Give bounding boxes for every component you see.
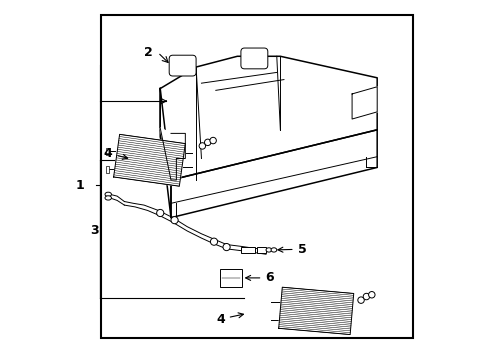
Circle shape <box>363 293 369 300</box>
Circle shape <box>209 137 216 144</box>
Polygon shape <box>160 89 171 218</box>
Text: 5: 5 <box>277 243 305 256</box>
Text: 4: 4 <box>103 147 127 159</box>
Text: 6: 6 <box>245 271 273 284</box>
Bar <box>101 15 412 338</box>
Circle shape <box>368 292 374 298</box>
Circle shape <box>210 238 217 245</box>
Circle shape <box>171 217 178 224</box>
Bar <box>105 148 109 155</box>
Ellipse shape <box>270 248 276 252</box>
Polygon shape <box>160 128 185 180</box>
Text: 1: 1 <box>76 179 84 192</box>
Circle shape <box>357 297 364 303</box>
FancyBboxPatch shape <box>169 55 196 76</box>
Polygon shape <box>171 130 376 218</box>
FancyBboxPatch shape <box>241 48 267 69</box>
Polygon shape <box>351 87 376 119</box>
Ellipse shape <box>105 192 111 197</box>
Polygon shape <box>278 287 353 334</box>
Bar <box>257 247 265 253</box>
Bar <box>241 247 255 253</box>
Ellipse shape <box>105 196 111 200</box>
Circle shape <box>223 243 230 251</box>
Circle shape <box>204 139 210 145</box>
Circle shape <box>199 143 205 149</box>
Text: 2: 2 <box>144 46 153 59</box>
Text: 3: 3 <box>90 224 99 237</box>
FancyBboxPatch shape <box>220 269 242 287</box>
Ellipse shape <box>265 248 271 252</box>
Circle shape <box>156 210 163 217</box>
Bar <box>105 166 109 173</box>
Polygon shape <box>113 134 185 186</box>
Polygon shape <box>160 56 376 180</box>
Text: 4: 4 <box>216 312 243 326</box>
